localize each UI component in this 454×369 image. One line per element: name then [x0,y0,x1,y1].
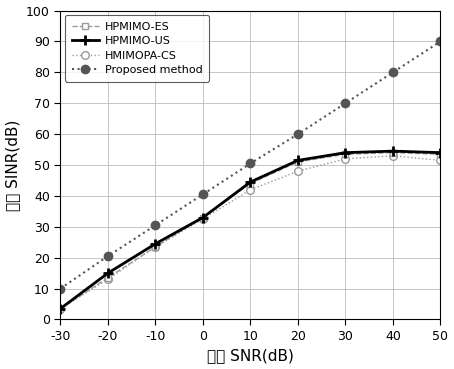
HMIMOPA-CS [105,277,111,282]
HMIMOPA-CS [295,169,301,173]
HPMIMO-US [295,158,301,163]
HMIMOPA-CS [248,187,253,192]
X-axis label: 输入 SNR(dB): 输入 SNR(dB) [207,348,294,363]
HPMIMO-ES [295,160,301,164]
Y-axis label: 输出 SINR(dB): 输出 SINR(dB) [5,119,20,211]
Line: HPMIMO-ES: HPMIMO-ES [57,149,444,312]
HPMIMO-ES [438,152,443,156]
HPMIMO-US [200,215,206,220]
HPMIMO-ES [200,215,206,220]
HPMIMO-US [105,271,111,275]
Line: HPMIMO-US: HPMIMO-US [55,146,445,314]
HPMIMO-US [343,151,348,155]
HPMIMO-ES [390,151,396,155]
HPMIMO-ES [105,276,111,280]
Proposed method [248,161,253,166]
Line: HMIMOPA-CS: HMIMOPA-CS [57,152,444,313]
HPMIMO-ES [248,181,253,186]
Proposed method [200,192,206,197]
HPMIMO-US [438,151,443,155]
Proposed method [153,223,158,227]
HPMIMO-US [58,306,63,311]
HMIMOPA-CS [343,156,348,161]
HMIMOPA-CS [153,245,158,249]
Proposed method [58,286,63,291]
HPMIMO-US [390,149,396,154]
HMIMOPA-CS [438,158,443,163]
HPMIMO-ES [58,306,63,311]
Proposed method [105,254,111,258]
HPMIMO-US [248,180,253,184]
HPMIMO-ES [153,245,158,249]
Proposed method [343,101,348,106]
Proposed method [438,39,443,44]
Legend: HPMIMO-ES, HPMIMO-US, HMIMOPA-CS, Proposed method: HPMIMO-ES, HPMIMO-US, HMIMOPA-CS, Propos… [65,15,209,82]
HPMIMO-ES [343,152,348,156]
HMIMOPA-CS [58,306,63,311]
HMIMOPA-CS [200,217,206,221]
Proposed method [295,132,301,136]
HMIMOPA-CS [390,154,396,158]
Line: Proposed method: Proposed method [56,37,444,293]
HPMIMO-US [153,242,158,246]
Proposed method [390,70,396,75]
